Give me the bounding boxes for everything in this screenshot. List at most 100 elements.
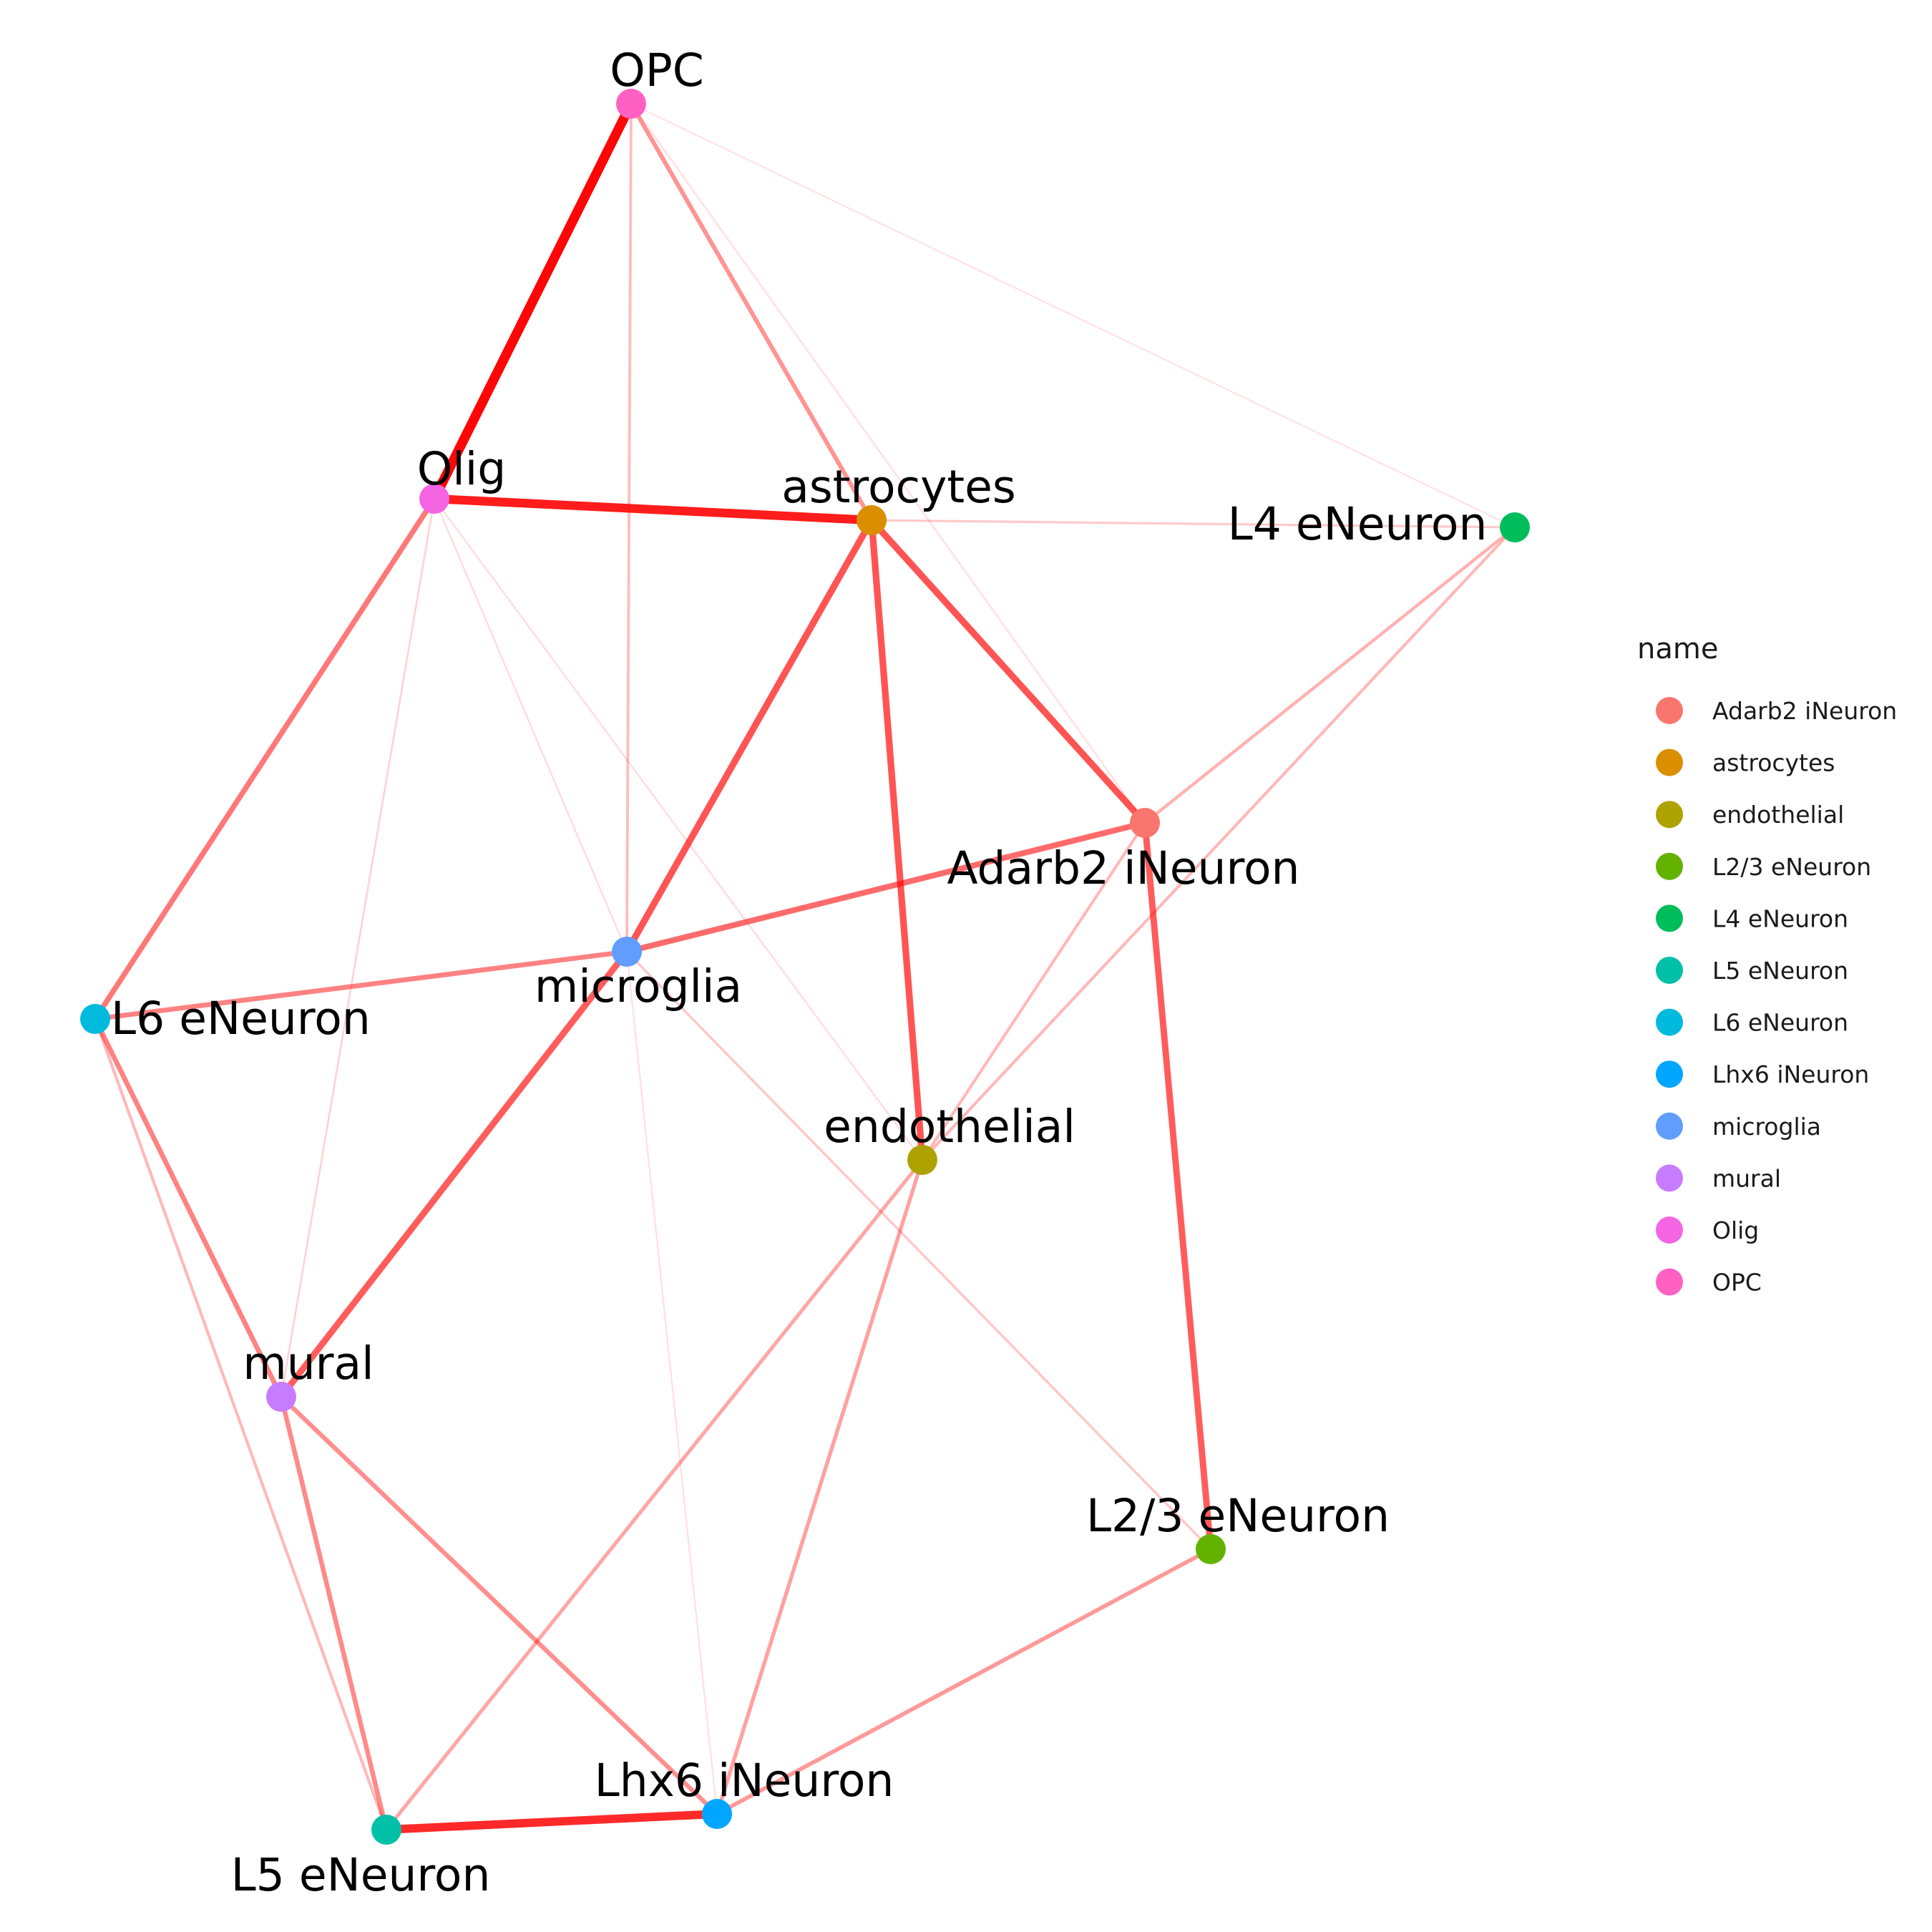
node-l4: L4 eNeuron <box>1228 498 1530 550</box>
legend-label: astrocytes <box>1712 749 1835 777</box>
edge-opc-adarb2 <box>630 103 1146 824</box>
node-endo: endothelial <box>824 1101 1075 1175</box>
legend-label: mural <box>1712 1164 1781 1192</box>
edge-opc-olig <box>429 101 636 502</box>
edge-astro-micro <box>623 518 875 954</box>
legend-swatch <box>1656 957 1683 984</box>
node-mural: mural <box>243 1337 374 1412</box>
edge-astro-endo <box>868 519 926 1161</box>
legend-swatch <box>1656 748 1683 776</box>
legend-swatch <box>1656 697 1683 724</box>
edge-adarb2-endo <box>921 821 1146 1161</box>
legend-item: Adarb2 iNeuron <box>1656 697 1897 725</box>
edge-olig-astro <box>434 494 872 525</box>
edge-olig-micro <box>433 498 628 952</box>
legend-label: OPC <box>1712 1269 1762 1297</box>
legend-item: L2/3 eNeuron <box>1656 852 1871 881</box>
edge-l6-mural <box>92 1018 284 1398</box>
edge-l6-micro <box>94 949 628 1022</box>
edge-micro-lhx6 <box>625 951 718 1815</box>
node-dot-olig <box>419 484 449 514</box>
node-l5: L5 eNeuron <box>231 1815 491 1901</box>
legend-label: L4 eNeuron <box>1712 904 1848 932</box>
edge-opc-micro <box>625 103 633 952</box>
legend-label: Olig <box>1712 1216 1759 1244</box>
node-dot-mural <box>266 1382 296 1412</box>
edge-adarb2-l23 <box>1141 822 1214 1550</box>
legend-swatch <box>1656 1216 1683 1244</box>
node-dot-micro <box>612 937 642 967</box>
legend-item: L6 eNeuron <box>1656 1008 1848 1037</box>
node-l6: L6 eNeuron <box>80 992 371 1045</box>
legend-item: microglia <box>1656 1112 1821 1141</box>
node-dot-l4 <box>1500 512 1530 542</box>
edge-micro-adarb2 <box>626 820 1146 955</box>
edge-endo-lhx6 <box>715 1159 924 1815</box>
legend-item: OPC <box>1656 1268 1762 1297</box>
node-dot-l5 <box>371 1815 401 1845</box>
node-label-l23: L2/3 eNeuron <box>1086 1490 1390 1542</box>
edge-mural-l5 <box>278 1396 389 1830</box>
legend-swatch <box>1656 1268 1683 1296</box>
node-label-l4: L4 eNeuron <box>1228 498 1488 550</box>
legend-label: endothelial <box>1712 801 1844 829</box>
legend-item: L5 eNeuron <box>1656 957 1848 985</box>
legend-items: Adarb2 iNeuron astrocytes endothelial L2/3 … <box>1656 697 1897 1297</box>
node-lhx6: Lhx6 iNeuron <box>595 1755 894 1829</box>
legend-label: L6 eNeuron <box>1712 1009 1848 1037</box>
node-label-endo: endothelial <box>824 1101 1075 1153</box>
node-label-lhx6: Lhx6 iNeuron <box>595 1755 894 1807</box>
node-adarb2: Adarb2 iNeuron <box>947 808 1300 894</box>
edge-olig-mural <box>280 498 436 1397</box>
legend-item: endothelial <box>1656 801 1844 829</box>
node-label-adarb2: Adarb2 iNeuron <box>947 842 1300 894</box>
edge-l4-adarb2 <box>1143 526 1516 824</box>
legend-swatch <box>1656 1060 1683 1088</box>
node-astro: astrocytes <box>781 461 1016 535</box>
legend-swatch <box>1656 852 1683 880</box>
legend: name Adarb2 iNeuron astrocytes endothelial… <box>1637 633 1897 1297</box>
edge-lhx6-l23 <box>716 1547 1212 1816</box>
edge-layer <box>92 101 1516 1834</box>
edge-micro-l23 <box>625 950 1212 1551</box>
legend-swatch <box>1656 1112 1683 1140</box>
legend-swatch <box>1656 1164 1683 1192</box>
legend-label: Lhx6 iNeuron <box>1712 1060 1869 1088</box>
legend-item: L4 eNeuron <box>1656 904 1848 932</box>
node-dot-astro <box>857 505 887 535</box>
edge-endo-l5 <box>385 1158 924 1831</box>
legend-swatch <box>1656 1008 1683 1036</box>
legend-label: microglia <box>1712 1113 1821 1141</box>
legend-item: mural <box>1656 1164 1781 1192</box>
legend-item: astrocytes <box>1656 748 1835 777</box>
edge-l6-l5 <box>94 1018 388 1830</box>
node-dot-lhx6 <box>702 1799 732 1829</box>
node-olig: Olig <box>417 443 507 514</box>
node-label-astro: astrocytes <box>781 461 1015 513</box>
node-label-micro: microglia <box>535 960 742 1013</box>
node-dot-adarb2 <box>1130 808 1160 838</box>
legend-label: L5 eNeuron <box>1712 957 1848 985</box>
edge-opc-astro <box>629 102 874 522</box>
edge-opc-l4 <box>630 103 1516 528</box>
legend-item: Lhx6 iNeuron <box>1656 1060 1869 1088</box>
node-label-olig: Olig <box>417 443 507 495</box>
node-dot-l6 <box>80 1004 110 1034</box>
node-label-l5: L5 eNeuron <box>231 1849 491 1901</box>
legend-label: L2/3 eNeuron <box>1712 853 1871 881</box>
node-l23: L2/3 eNeuron <box>1086 1490 1390 1564</box>
edge-micro-mural <box>278 950 630 1399</box>
legend-item: Olig <box>1656 1216 1759 1244</box>
edge-olig-endo <box>434 498 923 1161</box>
node-micro: microglia <box>535 937 742 1013</box>
legend-swatch <box>1656 904 1683 932</box>
node-label-opc: OPC <box>610 44 704 97</box>
edge-astro-adarb2 <box>869 517 1148 826</box>
node-opc: OPC <box>610 44 704 119</box>
node-dot-opc <box>616 89 646 119</box>
edge-astro-l4 <box>871 519 1516 529</box>
node-layer: OPC Olig astrocytes L4 eNeuron Adarb2 iNeuro… <box>80 44 1530 1901</box>
edge-olig-l6 <box>92 497 437 1021</box>
legend-label: Adarb2 iNeuron <box>1712 697 1897 725</box>
